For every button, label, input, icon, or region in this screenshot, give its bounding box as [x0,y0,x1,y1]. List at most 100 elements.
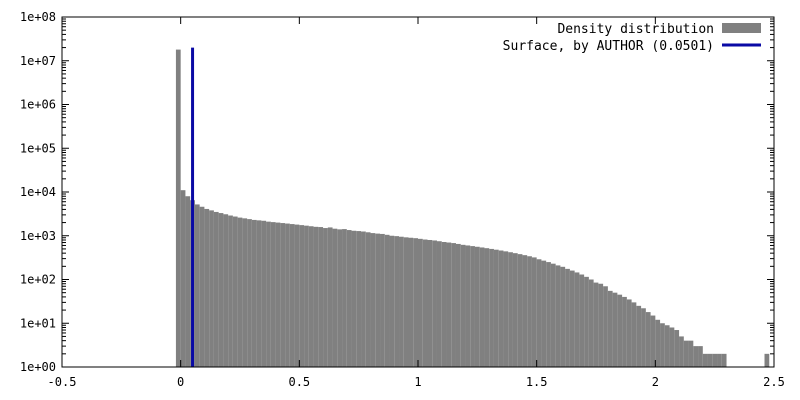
histogram-bar [512,253,518,367]
histogram-bar [541,260,547,367]
y-tick-label: 1e+01 [20,316,56,330]
histogram-bar [688,340,694,367]
histogram-bar [337,229,343,367]
y-tick-label: 1e+03 [20,229,56,243]
histogram-bar [555,265,561,367]
histogram-bar [503,251,509,367]
histogram-bar [702,353,708,367]
histogram-bar [622,296,627,367]
histogram-bar [664,325,670,367]
histogram-bar [199,206,205,367]
legend: Density distribution Surface, by AUTHOR (… [503,22,761,54]
histogram-bar [707,353,713,367]
histogram-bar [617,294,623,367]
histogram-bar [693,346,699,367]
histogram-bar [645,312,651,367]
histogram-bar [674,330,680,367]
legend-entry-density: Density distribution [557,22,714,37]
histogram-bar [603,286,608,367]
histogram-bar [175,49,181,368]
histogram-bar [323,228,328,367]
x-tick-label: 2 [652,375,659,389]
histogram-bar [584,276,589,367]
histogram-bar [266,221,271,367]
histogram-bar [531,257,537,367]
histogram-bar [380,233,385,367]
x-axis: -0.5 0 0.5 1 1.5 2 2.5 [48,17,785,389]
histogram-bar [432,240,437,367]
histogram-bar [455,243,461,367]
histogram-bar [180,190,186,367]
histogram-bar [721,353,727,367]
histogram-bar [223,214,229,367]
histogram-bar [242,218,248,367]
histogram-bar [285,223,290,367]
histogram-bar [474,246,480,367]
histogram-bar [422,239,428,367]
histogram-bar [356,231,362,367]
histogram-bar [394,236,400,367]
histogram-bar [318,227,324,367]
histogram-bar [247,219,252,367]
histogram-bar [299,225,305,367]
histogram-bar [560,266,566,367]
histogram-bar [346,230,352,367]
histogram-bar [213,211,219,367]
histogram-bar [313,226,319,367]
histogram-bar [498,250,504,367]
histogram-bar [436,241,442,367]
histogram-bar [484,248,490,367]
histogram-bar [308,226,314,367]
histogram-bar [446,242,452,367]
histogram-bar [569,270,575,367]
histogram-bar [237,217,243,367]
histogram-bar [650,315,656,367]
histogram-bar [683,340,689,367]
histogram-bar [607,290,613,367]
histogram-bar [351,230,357,367]
histogram-bar [465,245,471,367]
histogram-bar [408,237,414,367]
histogram-bar [342,229,347,367]
y-tick-label: 1e+06 [20,98,56,112]
y-axis: 1e+00 1e+01 1e+02 1e+03 1e+04 1e+05 1e+06 1e+07… [20,10,774,374]
histogram-bar [574,272,580,367]
histogram-bar [626,299,632,367]
histogram-bar [256,220,262,367]
y-tick-label: 1e+04 [20,185,56,199]
histogram-bar [493,249,499,367]
histogram-bar [209,210,214,367]
histogram-bar [289,224,295,367]
histogram-bar [717,353,722,367]
y-tick-label: 1e+00 [20,360,56,374]
histogram-bar [194,204,200,367]
histogram-bar [593,282,599,367]
histogram-bar [508,252,513,367]
histogram-bar [612,292,618,367]
histogram-bar [218,213,224,367]
y-tick-label: 1e+02 [20,273,56,287]
histogram-bar [522,255,528,367]
y-tick-label: 1e+08 [20,10,56,24]
histogram-bar [270,222,276,367]
histogram-bar [489,248,494,367]
histogram-bar [579,274,585,367]
x-tick-label: 2.5 [763,375,785,389]
histogram-bar [403,237,409,367]
histogram-bar [332,228,338,367]
histogram-bar [527,256,532,367]
histogram-bar [636,305,642,367]
histogram-bar [598,283,604,367]
histogram-bar [565,268,570,367]
histogram-bar [365,232,371,367]
histogram-bar [275,222,281,367]
histogram-bar [384,234,390,367]
histogram-bar [588,279,594,367]
histogram-bar [185,196,191,367]
histogram-bar [536,259,542,367]
histogram-bar [370,233,376,367]
histogram-bar [261,220,267,367]
x-tick-label: 1 [414,375,421,389]
histogram-bar [375,233,381,367]
